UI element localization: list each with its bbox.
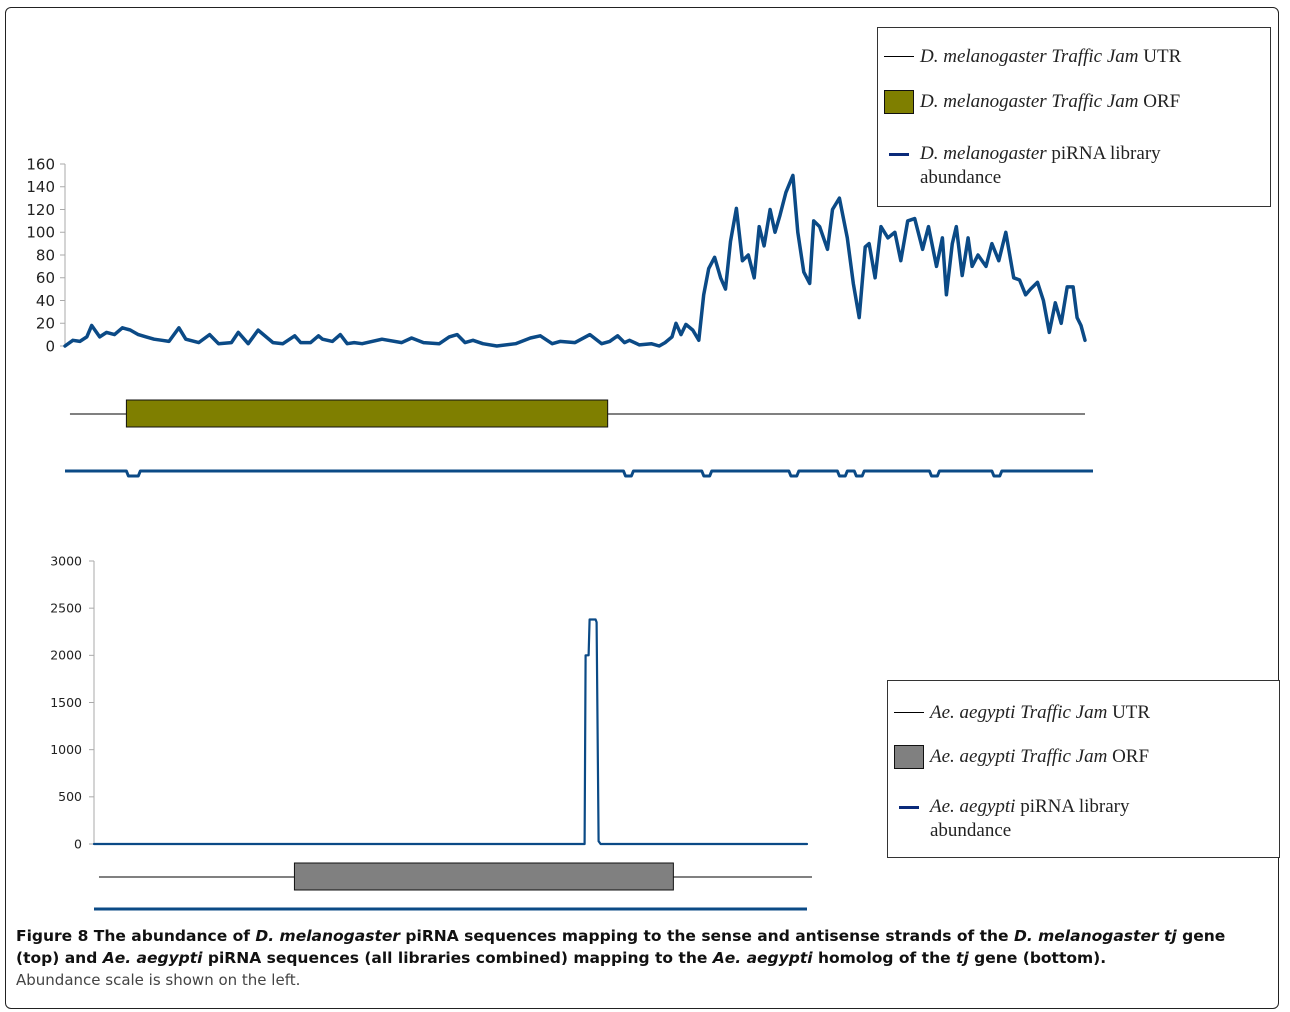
pirna-line-swatch — [889, 153, 909, 156]
y-tick-label: 100 — [26, 224, 55, 242]
utr-line-swatch — [884, 56, 914, 57]
utr-line-swatch — [894, 712, 924, 713]
pirna-line-swatch — [899, 806, 919, 809]
caption-text: The abundance of D. melanogaster piRNA s… — [16, 927, 1225, 967]
y-tick-label: 2000 — [50, 648, 82, 663]
caption-part: piRNA sequences (all libraries combined)… — [202, 949, 713, 967]
legend-suffix: ORF — [1112, 746, 1150, 767]
legend-suffix-line2: abundance — [920, 167, 1002, 188]
figure-caption: Figure 8 The abundance of D. melanogaste… — [16, 925, 1271, 991]
caption-label: Figure 8 — [16, 927, 89, 945]
chart-top: 0 20 40 60 80 100 120 140 160 — [26, 155, 1093, 478]
caption-note: Abundance scale is shown on the left. — [16, 971, 301, 989]
y-tick-label: 500 — [58, 789, 82, 804]
legend-species: Ae. aegypti — [930, 702, 1016, 723]
legend-top-orf: D. melanogaster Traffic Jam ORF — [878, 90, 1180, 114]
legend-suffix: ORF — [1143, 91, 1181, 112]
y-tick-label: 0 — [74, 836, 82, 851]
legend-species: Ae. aegypti — [930, 796, 1016, 817]
y-tick-label: 20 — [36, 315, 55, 333]
legend-top-utr: D. melanogaster Traffic Jam UTR — [878, 45, 1181, 69]
legend-gene: Traffic Jam — [1020, 746, 1108, 767]
orf-box-swatch — [884, 90, 914, 114]
y-tick-label: 120 — [26, 201, 55, 219]
legend-bottom-pirna: Ae. aegypti piRNA library abundance — [888, 795, 1129, 843]
y-tick-label: 60 — [36, 269, 55, 287]
legend-species: D. melanogaster — [920, 46, 1047, 67]
caption-part: Ae. aegypti — [712, 949, 813, 967]
legend-gene: Traffic Jam — [1051, 46, 1139, 67]
caption-part: D. melanogaster tj — [1013, 927, 1177, 945]
y-tick-label: 80 — [36, 246, 55, 264]
abundance-series-line — [63, 173, 1087, 348]
legend-species: D. melanogaster — [920, 143, 1047, 164]
y-tick-label: 3000 — [50, 553, 82, 568]
y-tick-label: 160 — [26, 155, 55, 173]
legend-suffix: UTR — [1112, 702, 1151, 723]
caption-part: gene (bottom) — [968, 949, 1101, 967]
legend-suffix: UTR — [1143, 46, 1182, 67]
caption-part: tj — [956, 949, 969, 967]
legend-suffix-line2: abundance — [930, 820, 1012, 841]
legend-species: D. melanogaster — [920, 91, 1047, 112]
caption-part: homolog of the — [812, 949, 957, 967]
antisense-abundance-line — [65, 469, 1093, 478]
y-tick-label: 1000 — [50, 742, 82, 757]
orf-box — [125, 399, 609, 428]
legend-suffix: piRNA library — [1020, 796, 1130, 817]
y-tick-label: 40 — [36, 292, 55, 310]
caption-part: D. melanogaster — [255, 927, 401, 945]
y-tick-label: 140 — [26, 178, 55, 196]
y-tick-label: 1500 — [50, 695, 82, 710]
legend-species: Ae. aegypti — [930, 746, 1016, 767]
caption-part: Ae. aegypti — [102, 949, 203, 967]
chart-bottom: 0 500 1000 1500 2000 2500 3000 — [50, 553, 812, 911]
caption-part: gene (top) and — [16, 927, 1226, 967]
legend-gene: Traffic Jam — [1051, 91, 1139, 112]
legend-bottom-utr: Ae. aegypti Traffic Jam UTR — [888, 701, 1150, 725]
y-tick-label: 2500 — [50, 601, 82, 616]
caption-part: piRNA sequences mapping to the sense and… — [400, 927, 1014, 945]
caption-part: The abundance of — [93, 927, 256, 945]
abundance-series-line — [92, 618, 809, 846]
caption-title: Figure 8 The abundance of D. melanogaste… — [16, 927, 1226, 967]
y-tick-label: 0 — [45, 337, 55, 355]
legend-gene: Traffic Jam — [1020, 702, 1108, 723]
legend-bottom: Ae. aegypti Traffic Jam UTR Ae. aegypti … — [887, 680, 1280, 858]
legend-suffix: piRNA library — [1051, 143, 1161, 164]
legend-top-pirna: D. melanogaster piRNA library abundance — [878, 142, 1161, 190]
orf-box-swatch — [894, 745, 924, 769]
orf-box — [293, 862, 674, 891]
legend-top: D. melanogaster Traffic Jam UTR D. melan… — [877, 27, 1271, 207]
legend-bottom-orf: Ae. aegypti Traffic Jam ORF — [888, 745, 1149, 769]
